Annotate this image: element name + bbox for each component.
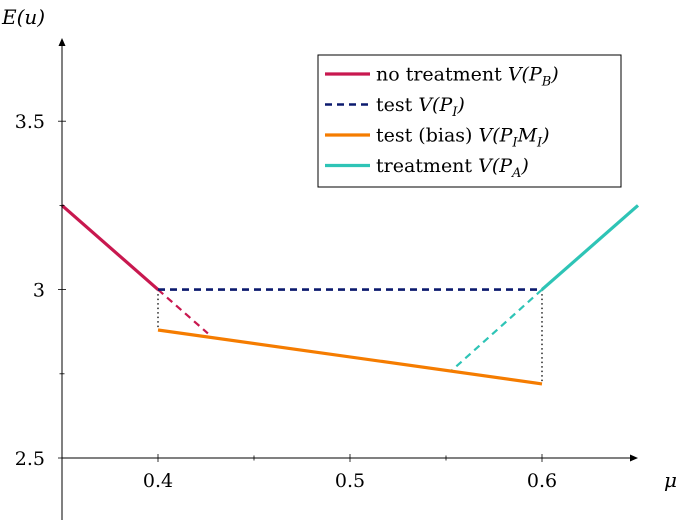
x-axis-arrow [630, 454, 638, 462]
plot-area [60, 204, 640, 386]
y-axis-arrow [58, 38, 66, 46]
y-tick-label: 3 [33, 280, 45, 302]
y-tick-label: 3.5 [15, 111, 45, 133]
x-tick-label: 0.4 [143, 470, 173, 492]
legend-label: test (bias) V(PIMI) [376, 125, 550, 151]
axes: 0.4 0.5 0.6 2.5 3 3.5 E(u) μ [1, 5, 677, 520]
series-no-treatment-line [60, 204, 160, 291]
series-treatment-line [540, 204, 640, 291]
x-tick-label: 0.6 [527, 470, 557, 492]
extension-line [157, 288, 209, 335]
legend: no treatment V(PB) test V(PI) test (bias) … [317, 54, 622, 188]
y-axis-title: E(u) [1, 5, 45, 29]
legend-label: no treatment V(PB) [376, 64, 559, 90]
extension-line [451, 288, 543, 372]
y-tick-label: 2.5 [15, 448, 45, 470]
legend-label: treatment V(PA) [376, 155, 529, 181]
x-axis-title: μ [664, 468, 677, 492]
x-tick-label: 0.5 [335, 470, 365, 492]
series-test-bias-line [157, 328, 543, 386]
legend-label: test V(PI) [376, 94, 465, 120]
